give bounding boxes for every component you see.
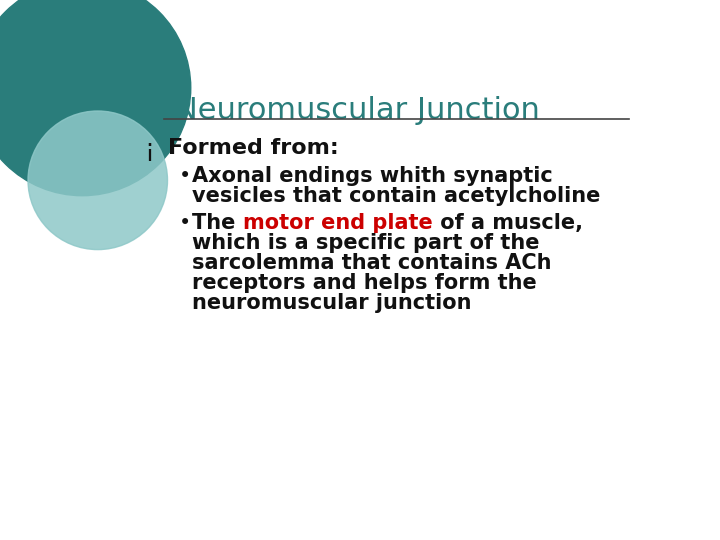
Text: •: • — [179, 166, 192, 186]
Text: neuromuscular junction: neuromuscular junction — [192, 293, 472, 313]
Text: of a muscle,: of a muscle, — [433, 213, 582, 233]
Text: sarcolemma that contains ACh: sarcolemma that contains ACh — [192, 253, 552, 273]
Text: •: • — [179, 213, 192, 233]
Text: Neuromuscular Junction: Neuromuscular Junction — [175, 96, 540, 125]
Circle shape — [28, 111, 168, 249]
Text: The: The — [192, 213, 243, 233]
Text: receptors and helps form the: receptors and helps form the — [192, 273, 537, 293]
Text: motor end plate: motor end plate — [243, 213, 433, 233]
Text: Axonal endings whith synaptic: Axonal endings whith synaptic — [192, 166, 553, 186]
Text: ¡: ¡ — [144, 138, 154, 162]
Text: vesicles that contain acetylcholine: vesicles that contain acetylcholine — [192, 186, 600, 206]
Text: which is a specific part of the: which is a specific part of the — [192, 233, 540, 253]
Circle shape — [0, 0, 191, 195]
Text: Formed from:: Formed from: — [168, 138, 338, 158]
